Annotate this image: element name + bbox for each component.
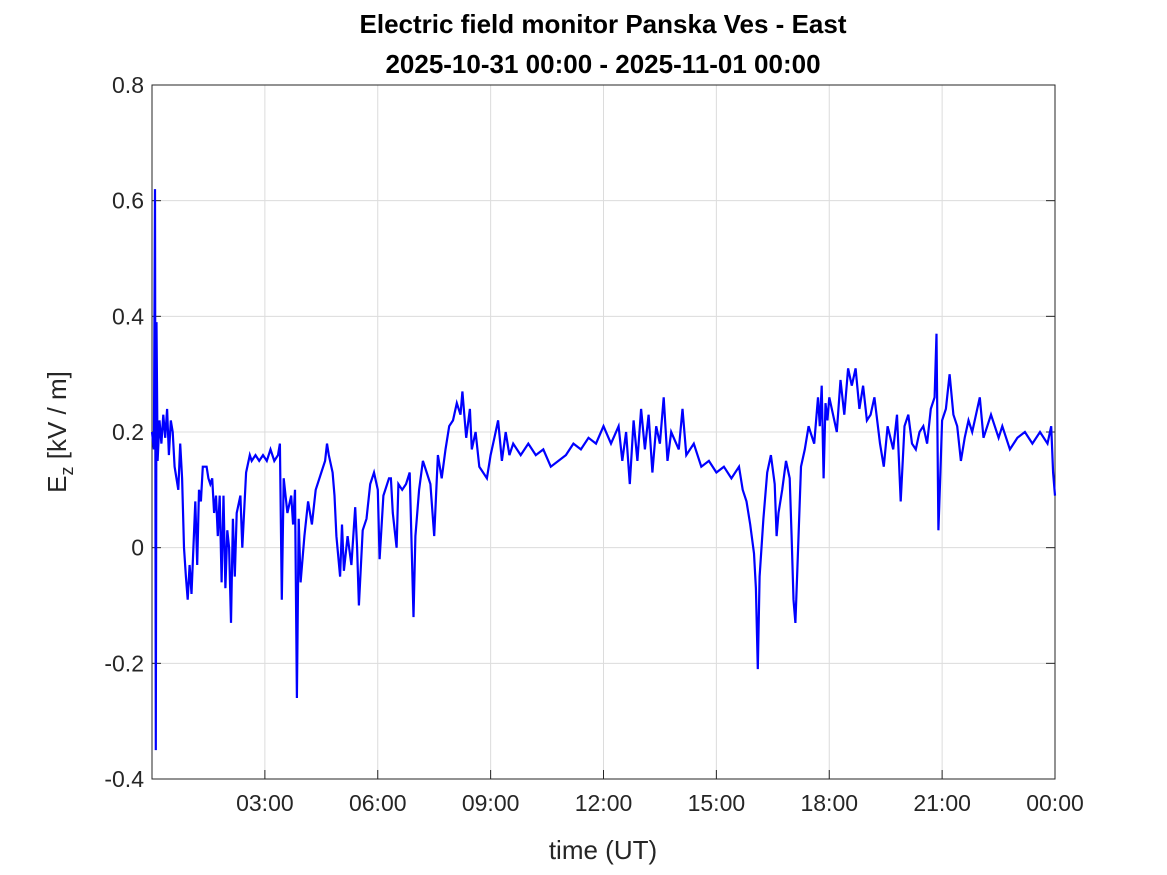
x-tick-label: 00:00 xyxy=(1026,790,1084,816)
x-tick-label: 12:00 xyxy=(575,790,633,816)
y-label-unit: [kV / m] xyxy=(42,371,72,466)
y-tick-label: 0.6 xyxy=(112,188,144,214)
x-axis-label: time (UT) xyxy=(549,835,657,865)
y-label-sub: z xyxy=(57,467,77,476)
y-tick-label: 0.8 xyxy=(112,72,144,98)
chart-subtitle: 2025-10-31 00:00 - 2025-11-01 00:00 xyxy=(385,49,820,79)
y-tick-label: -0.4 xyxy=(104,766,144,792)
x-tick-label: 09:00 xyxy=(462,790,520,816)
ticks: -0.4 -0.2 0 0.2 0.4 0.6 0.8 03:00 06:00 09:00 12:0… xyxy=(104,72,1083,816)
y-label-main: E xyxy=(42,476,72,493)
x-tick-label: 15:00 xyxy=(688,790,746,816)
x-tick-label: 06:00 xyxy=(349,790,407,816)
y-axis-label: Ez [kV / m] xyxy=(42,371,77,493)
y-tick-label: 0 xyxy=(131,535,144,561)
x-tick-label: 03:00 xyxy=(236,790,294,816)
x-tick-label: 18:00 xyxy=(800,790,858,816)
y-tick-label: -0.2 xyxy=(104,650,144,676)
series-line-ez xyxy=(150,189,1057,751)
chart-title: Electric field monitor Panska Ves - East xyxy=(360,9,847,39)
x-tick-label: 21:00 xyxy=(913,790,971,816)
y-tick-label: 0.2 xyxy=(112,419,144,445)
y-tick-label: 0.4 xyxy=(112,303,144,329)
